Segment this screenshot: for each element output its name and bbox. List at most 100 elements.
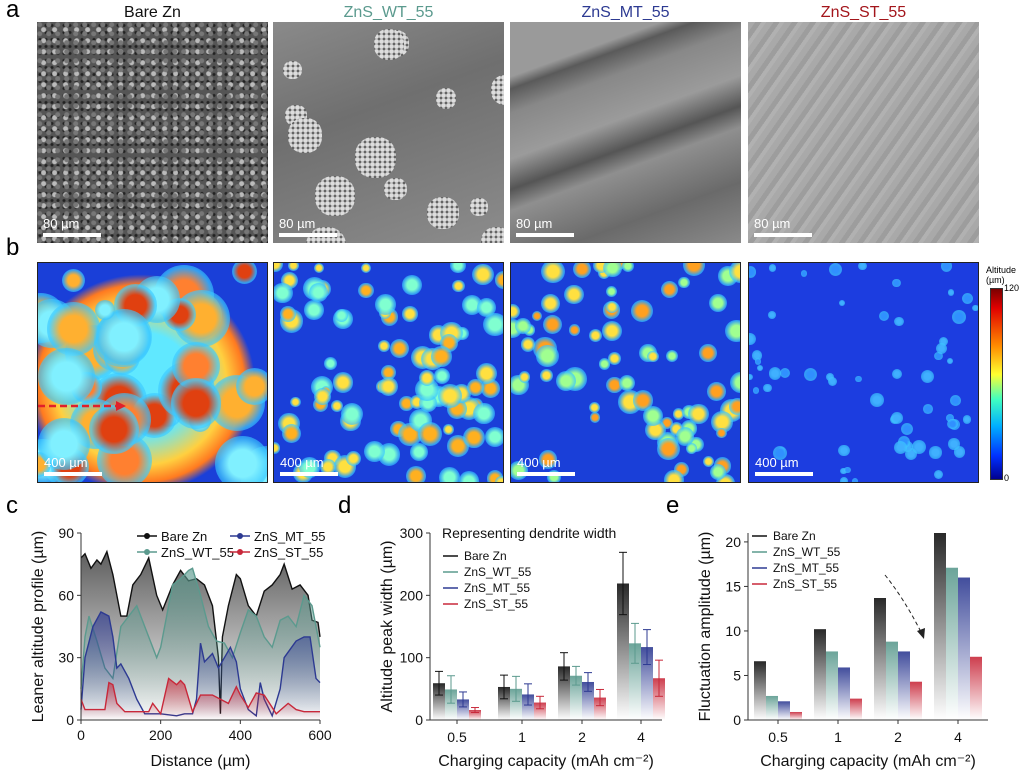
altitude-feature bbox=[309, 283, 328, 302]
altitude-feature bbox=[520, 337, 536, 352]
x-axis-label: Charging capacity (mAh cm⁻²) bbox=[760, 753, 976, 770]
altitude-feature bbox=[46, 302, 100, 356]
altitude-feature bbox=[332, 372, 354, 393]
bar bbox=[850, 698, 862, 720]
legend-label: ZnS_ST_55 bbox=[464, 597, 528, 611]
altitude-feature bbox=[938, 336, 948, 346]
bar bbox=[522, 694, 534, 720]
altitude-feature bbox=[390, 338, 410, 359]
dendrite-cluster bbox=[384, 177, 407, 201]
scale-bar-label: 80 µm bbox=[516, 216, 553, 231]
altitude-feature bbox=[402, 306, 418, 322]
altitude-feature bbox=[313, 387, 332, 405]
scale-bar-label: 400 µm bbox=[44, 455, 88, 470]
trend-arrow-head bbox=[917, 628, 925, 639]
altitude-feature bbox=[852, 477, 859, 482]
altitude-feature bbox=[839, 467, 847, 475]
altitude-feature bbox=[844, 466, 851, 474]
altitude-feature bbox=[952, 310, 966, 324]
altitude-feature bbox=[890, 412, 903, 425]
altitude-feature bbox=[729, 263, 740, 284]
altitude-feature bbox=[647, 350, 659, 362]
altitude-feature bbox=[409, 442, 428, 461]
bar bbox=[433, 683, 445, 720]
bar bbox=[457, 699, 469, 720]
bar bbox=[754, 661, 766, 720]
altitude-feature bbox=[749, 332, 757, 346]
altitude-feature bbox=[476, 297, 496, 317]
altitude-feature bbox=[171, 378, 222, 429]
scale-bar-label: 400 µm bbox=[517, 455, 561, 470]
altitude-feature bbox=[443, 424, 454, 435]
colorbar bbox=[990, 288, 1003, 480]
altitude-feature bbox=[564, 284, 584, 304]
altitude-feature bbox=[947, 418, 959, 430]
altitude-feature bbox=[568, 324, 581, 336]
title-zns-st: ZnS_ST_55 bbox=[820, 4, 907, 21]
bar bbox=[886, 641, 898, 720]
altitude-feature bbox=[855, 375, 862, 383]
panel-label-e: e bbox=[666, 492, 680, 519]
altitude-feature bbox=[433, 367, 451, 385]
altitude-feature bbox=[892, 369, 903, 380]
altitude-feature bbox=[360, 263, 371, 273]
altitude-feature bbox=[763, 383, 772, 392]
trend-arrow bbox=[884, 574, 923, 635]
dendrite-cluster bbox=[287, 118, 323, 153]
altitude-feature bbox=[749, 266, 757, 278]
x-axis-label: Charging capacity (mAh cm⁻²) bbox=[438, 753, 654, 770]
bar bbox=[970, 656, 982, 720]
altitude-feature bbox=[494, 270, 503, 289]
legend-marker bbox=[144, 549, 150, 555]
altitude-feature bbox=[288, 263, 300, 271]
altitude-feature bbox=[757, 365, 764, 372]
altitude-feature bbox=[828, 263, 842, 277]
line-ZnS_ST_55 bbox=[80, 677, 320, 716]
altitude-feature bbox=[402, 275, 422, 296]
altitude-feature bbox=[418, 370, 436, 387]
altitude-feature bbox=[947, 288, 955, 296]
bar bbox=[778, 701, 790, 720]
altitude-feature bbox=[374, 293, 396, 315]
panel-label-b: b bbox=[6, 234, 20, 261]
y-tick-label: 0 bbox=[66, 712, 74, 728]
scale-bar-label: 80 µm bbox=[279, 216, 316, 231]
bar bbox=[653, 678, 665, 720]
altitude-feature bbox=[381, 364, 397, 380]
bar bbox=[510, 688, 522, 720]
altitude-feature bbox=[686, 443, 697, 455]
bar bbox=[946, 567, 958, 720]
altitude-feature bbox=[447, 435, 469, 457]
x-tick-label: 2 bbox=[894, 729, 902, 745]
legend-label: ZnS_MT_55 bbox=[773, 561, 839, 575]
altitude-feature bbox=[870, 393, 884, 407]
altitude-feature bbox=[768, 264, 777, 272]
altitude-feature bbox=[377, 339, 391, 353]
altitude-feature bbox=[598, 358, 610, 370]
altitude-feature bbox=[923, 404, 933, 414]
altitude-feature bbox=[541, 263, 565, 284]
panel-label-c: c bbox=[6, 492, 18, 519]
area-ZnS_ST_55 bbox=[81, 678, 320, 720]
legend-label: ZnS_ST_55 bbox=[773, 577, 837, 591]
altitude-feature bbox=[431, 346, 452, 367]
altitude-feature bbox=[755, 358, 762, 365]
altitude-feature bbox=[940, 263, 953, 273]
legend-label: ZnS_MT_55 bbox=[464, 581, 530, 595]
altitude-feature bbox=[340, 402, 364, 426]
altitude-feature bbox=[675, 427, 695, 446]
altitude-feature bbox=[800, 270, 808, 278]
scale-bar: 400 µm bbox=[280, 455, 338, 476]
sem-image-zns-mt: 80 µm bbox=[510, 22, 741, 243]
altitude-feature bbox=[511, 303, 521, 320]
bar bbox=[826, 651, 838, 720]
title-zns-wt: ZnS_WT_55 bbox=[343, 4, 434, 21]
altitude-feature bbox=[946, 414, 954, 422]
altitude-feature bbox=[345, 450, 361, 466]
altitude-feature bbox=[588, 328, 603, 342]
altitude-feature bbox=[642, 405, 663, 427]
scale-bar: 80 µm bbox=[279, 216, 337, 237]
altitude-feature bbox=[894, 440, 908, 454]
dendrite-cluster bbox=[355, 137, 396, 178]
dendrite-cluster bbox=[470, 198, 489, 217]
